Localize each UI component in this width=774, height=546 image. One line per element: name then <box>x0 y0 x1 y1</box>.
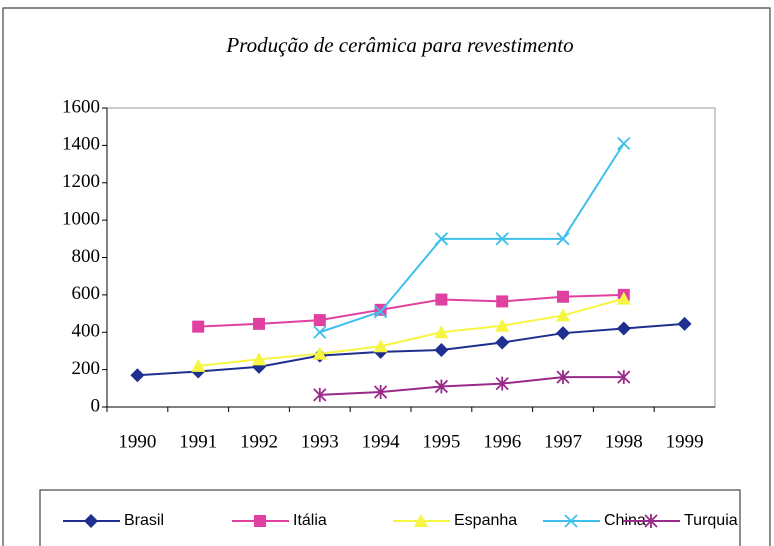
series-line <box>137 322 685 377</box>
legend-label: Turquia <box>684 512 738 529</box>
x-tick-label: 1993 <box>301 431 339 452</box>
y-tick-label: 1600 <box>62 96 100 117</box>
y-tick-label: 1000 <box>62 208 100 229</box>
marker <box>312 346 327 360</box>
marker <box>557 290 569 303</box>
x-tick-label: 1995 <box>422 431 460 452</box>
marker <box>556 232 570 246</box>
legend-label: Espanha <box>454 512 517 529</box>
x-tick-label: 1996 <box>483 431 521 452</box>
marker <box>495 376 509 391</box>
x-tick-label: 1999 <box>666 431 704 452</box>
marker <box>434 379 449 394</box>
marker <box>313 387 327 402</box>
marker <box>313 314 326 327</box>
series-line <box>198 297 625 367</box>
y-tick-label: 800 <box>72 246 101 267</box>
marker <box>192 320 205 333</box>
marker <box>373 339 388 353</box>
chart-title: Produção de cerâmica para revestimento <box>225 33 573 57</box>
y-tick-label: 600 <box>72 283 101 304</box>
series-line <box>319 142 625 334</box>
marker <box>617 136 631 151</box>
marker <box>564 514 578 528</box>
marker <box>644 514 658 528</box>
marker <box>495 335 510 350</box>
x-tick-label: 1994 <box>362 431 401 452</box>
marker <box>373 305 388 319</box>
x-tick-label: 1992 <box>240 431 278 452</box>
legend-label: Itália <box>293 512 327 529</box>
y-tick-label: 1200 <box>62 171 100 192</box>
marker <box>616 291 631 305</box>
series-line <box>319 376 624 396</box>
marker <box>556 370 570 385</box>
marker <box>495 232 509 246</box>
marker <box>495 318 510 332</box>
marker <box>191 358 206 372</box>
series-line <box>198 293 624 328</box>
x-tick-label: 1998 <box>605 431 643 452</box>
y-tick-label: 0 <box>91 395 101 416</box>
marker <box>617 370 631 385</box>
marker <box>434 325 449 339</box>
x-tick-label: 1991 <box>179 431 217 452</box>
marker <box>84 514 98 528</box>
y-tick-label: 200 <box>72 358 101 379</box>
marker <box>313 325 327 339</box>
marker <box>496 295 509 308</box>
marker <box>130 368 145 383</box>
marker <box>556 308 570 322</box>
legend-box <box>39 489 741 546</box>
chart-border <box>2 7 771 546</box>
marker <box>556 326 570 341</box>
marker <box>435 293 448 306</box>
marker <box>254 515 266 527</box>
marker <box>414 514 428 527</box>
marker <box>373 385 388 400</box>
marker <box>252 352 266 366</box>
y-tick-label: 400 <box>72 321 101 342</box>
x-tick-label: 1997 <box>544 431 582 452</box>
legend-label: Brasil <box>124 512 164 529</box>
marker <box>434 343 449 358</box>
marker <box>434 232 449 246</box>
x-tick-label: 1990 <box>118 431 156 452</box>
y-tick-label: 1400 <box>62 134 100 155</box>
marker <box>253 317 265 330</box>
marker <box>677 316 692 331</box>
marker <box>616 321 631 336</box>
